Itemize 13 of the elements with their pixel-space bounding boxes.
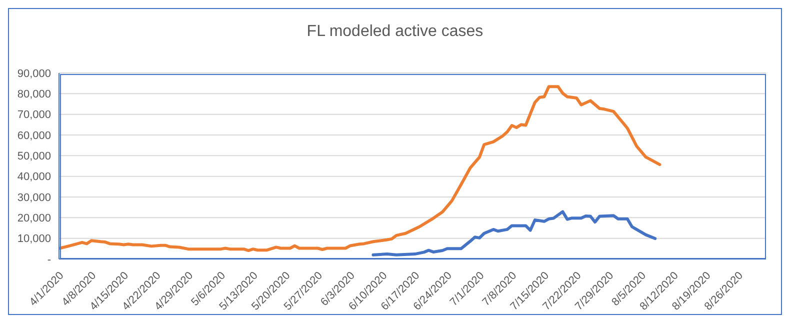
- y-tick-label: 90,000: [17, 68, 51, 80]
- chart-title: FL modeled active cases: [306, 23, 484, 41]
- line-series: [59, 85, 662, 252]
- y-tick-label: 50,000: [17, 150, 51, 163]
- y-tick-label: -: [47, 254, 52, 266]
- y-tick-label: 60,000: [17, 130, 51, 142]
- y-tick-label: 70,000: [17, 109, 51, 122]
- y-tick-label: 80,000: [17, 88, 51, 101]
- y-tick-label: 20,000: [17, 212, 51, 225]
- y-tick-label: 40,000: [17, 171, 51, 184]
- y-tick-label: 30,000: [17, 192, 51, 204]
- y-tick-label: 10,000: [17, 233, 51, 246]
- line-series: [372, 210, 657, 256]
